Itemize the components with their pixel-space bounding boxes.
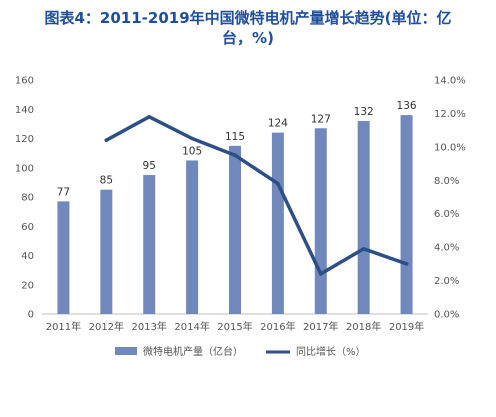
- line-point: [147, 114, 152, 119]
- y-right-tick-label: 6.0%: [434, 209, 459, 220]
- y-right-tick-label: 10.0%: [434, 142, 466, 153]
- bar: [314, 128, 327, 314]
- line-point: [318, 272, 323, 276]
- axes: 0 20 40 60 80 100 120 140 160 0.0% 2.0% 4.0% 6.0% 8.0…: [15, 76, 466, 334]
- line-point: [104, 138, 109, 142]
- line-point: [276, 181, 280, 186]
- y-right-tick-label: 0.0%: [434, 310, 459, 321]
- y-left-tick-label: 160: [15, 76, 34, 87]
- x-tick-label: 2017年: [303, 320, 338, 333]
- y-left-tick-label: 0: [28, 310, 34, 321]
- y-right-tick-label: 12.0%: [434, 109, 466, 120]
- chart-title-line-2: 台，%): [222, 29, 274, 47]
- bar: [143, 175, 156, 314]
- x-tick-label: 2011年: [46, 320, 81, 333]
- line-series: [104, 114, 409, 276]
- bar: [186, 160, 199, 314]
- bar: [271, 132, 284, 314]
- bar: [357, 120, 370, 314]
- y-left-tick-label: 140: [15, 105, 34, 116]
- x-tick-label: 2014年: [174, 320, 209, 333]
- bar-data-label: 124: [268, 118, 288, 130]
- bar-data-label: 132: [354, 106, 374, 118]
- bar-data-label: 77: [57, 186, 70, 198]
- y-left-tick-label: 40: [21, 251, 34, 262]
- growth-line: [104, 115, 409, 276]
- bar: [100, 189, 113, 314]
- bar-data-label: 105: [182, 145, 202, 157]
- line-point: [404, 262, 409, 266]
- bar: [57, 201, 70, 314]
- x-tick-label: 2013年: [131, 320, 166, 333]
- y-left-tick-label: 20: [21, 280, 34, 291]
- bar: [400, 115, 413, 314]
- y-left-tick-label: 80: [21, 193, 34, 204]
- line-point: [190, 136, 194, 141]
- line-point: [233, 153, 237, 158]
- y-left-tick-label: 100: [15, 163, 34, 174]
- legend-label-line: 同比增长（%）: [296, 345, 366, 358]
- bar-data-label: 136: [397, 100, 417, 112]
- x-tick-label: 2016年: [260, 320, 295, 333]
- legend-swatch-bar: [115, 347, 137, 355]
- x-tick-label: 2019年: [389, 320, 424, 333]
- y-right-tick-label: 4.0%: [434, 243, 459, 254]
- y-left-tick-label: 120: [15, 134, 34, 145]
- bar: [229, 145, 241, 314]
- x-tick-label: 2018年: [346, 320, 381, 333]
- chart-title-line-1: 图表4：2011-2019年中国微特电机产量增长趋势(单位：亿: [44, 9, 452, 27]
- y-left-tick-label: 60: [21, 222, 34, 233]
- line-point: [361, 247, 366, 251]
- y-right-tick-label: 14.0%: [434, 76, 466, 87]
- bar-data-label: 115: [225, 131, 245, 143]
- legend-label-bar: 微特电机产量（亿台）: [143, 345, 243, 358]
- bar-data-label: 85: [100, 175, 113, 187]
- y-right-tick-label: 8.0%: [434, 176, 459, 187]
- bar-data-label: 127: [311, 113, 331, 125]
- chart-title: 图表4：2011-2019年中国微特电机产量增长趋势(单位：亿 台，%): [0, 8, 496, 48]
- bar-data-label: 95: [143, 160, 156, 172]
- legend: 微特电机产量（亿台） 同比增长（%）: [115, 345, 366, 358]
- x-tick-label: 2012年: [89, 320, 124, 333]
- x-tick-label: 2015年: [217, 320, 252, 333]
- bar-series: 77 85 95 105 115 124 127 132 136: [57, 100, 417, 314]
- y-right-tick-label: 2.0%: [434, 276, 459, 287]
